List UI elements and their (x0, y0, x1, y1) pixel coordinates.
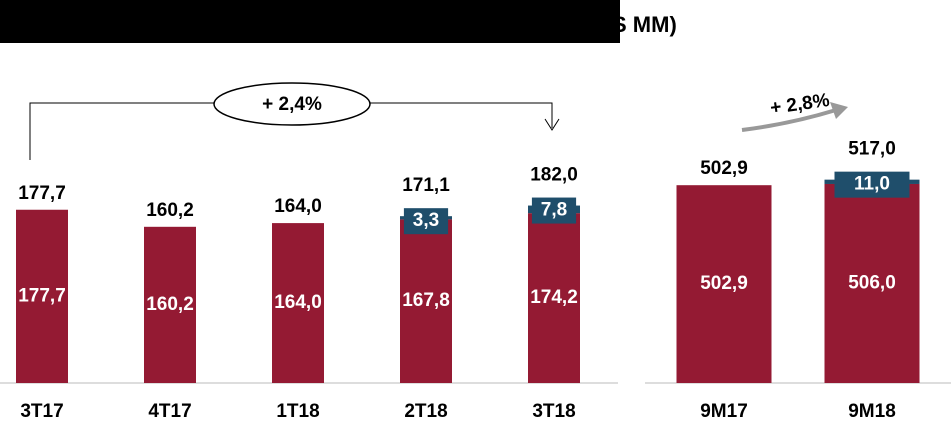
chart-title: S MM) (612, 12, 677, 37)
value-label: 160,2 (146, 294, 194, 315)
bar-segment (528, 213, 580, 383)
value-label: 7,8 (541, 200, 567, 221)
value-label: 3,3 (413, 210, 439, 231)
total-label: 164,0 (274, 196, 322, 217)
total-label: 502,9 (700, 158, 748, 179)
bar-segment (144, 226, 196, 383)
x-tick-label: 9M18 (848, 401, 896, 422)
x-tick-label: 2T18 (404, 401, 447, 422)
growth-arrow (741, 108, 837, 132)
bar-segment (676, 185, 772, 383)
arrow-head (544, 118, 560, 131)
total-label: 160,2 (146, 200, 194, 221)
bar-segment (400, 219, 452, 383)
value-label: 164,0 (274, 292, 322, 313)
total-label: 177,7 (18, 183, 66, 204)
value-label: 11,0 (854, 174, 890, 195)
x-tick-label: 4T17 (148, 401, 191, 422)
bar-segment (824, 183, 920, 383)
value-label: 177,7 (18, 285, 66, 306)
annotation: + 2,4% (262, 94, 322, 115)
bar-segment (16, 209, 68, 383)
value-label: 502,9 (700, 273, 748, 294)
x-tick-label: 9M17 (700, 401, 748, 422)
segment-box (403, 208, 449, 235)
total-label: 182,0 (530, 165, 578, 186)
value-label: 167,8 (402, 290, 450, 311)
value-label: 506,0 (848, 273, 896, 294)
annotation-ellipse (213, 82, 371, 126)
x-tick-label: 3T18 (532, 401, 575, 422)
title-cover (0, 0, 620, 43)
segment-box (834, 171, 910, 198)
x-tick-label: 3T17 (20, 401, 63, 422)
segment-box (531, 197, 577, 224)
x-tick-label: 1T18 (276, 401, 319, 422)
bar-segment (272, 223, 324, 383)
total-label: 171,1 (402, 175, 450, 196)
total-label: 517,0 (848, 139, 896, 160)
value-label: 174,2 (530, 287, 578, 308)
arrow-head (830, 102, 848, 119)
